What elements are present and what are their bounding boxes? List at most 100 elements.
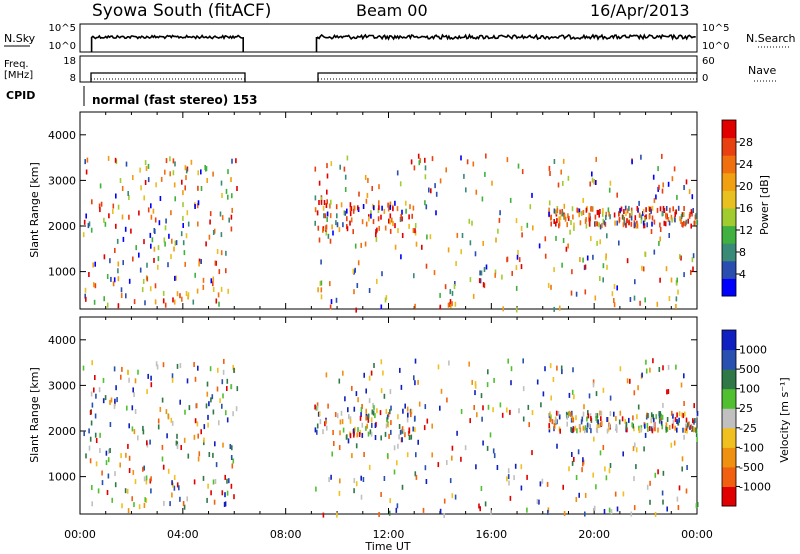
power-point — [401, 209, 403, 215]
power-point — [578, 212, 580, 218]
power-point — [623, 209, 625, 214]
power-point — [591, 171, 593, 177]
power-point — [497, 228, 499, 234]
power-point — [424, 200, 426, 206]
power-point — [190, 159, 193, 165]
power-point — [419, 158, 421, 164]
velocity-point — [424, 465, 427, 471]
velocity-point — [600, 416, 602, 422]
velocity-point — [571, 415, 574, 421]
velocity-point — [396, 503, 399, 509]
power-point — [160, 176, 163, 182]
power-point — [320, 259, 322, 265]
velocity-point — [695, 432, 698, 437]
velocity-point — [149, 439, 151, 445]
power-point — [649, 206, 651, 212]
velocity-point — [651, 428, 654, 434]
velocity-point — [105, 460, 108, 466]
power-point — [638, 212, 641, 218]
velocity-point — [212, 409, 215, 415]
velocity-point — [388, 433, 390, 439]
velocity-point — [341, 419, 344, 425]
power-point — [616, 285, 618, 291]
velocity-point — [518, 408, 520, 414]
power-point — [317, 225, 320, 231]
power-point — [573, 222, 575, 228]
power-point — [410, 159, 413, 165]
power-point — [176, 291, 179, 297]
power-point — [532, 225, 534, 231]
power-colorbar-tick-label: 8 — [739, 246, 746, 259]
velocity-point — [143, 476, 146, 482]
velocity-point — [596, 413, 599, 419]
power-point — [692, 208, 694, 213]
power-point — [556, 218, 558, 224]
power-point — [399, 181, 402, 187]
velocity-y-tick-label: 3000 — [48, 379, 76, 392]
velocity-point — [474, 381, 477, 387]
velocity-point — [666, 417, 669, 422]
velocity-point — [482, 405, 484, 411]
velocity-point — [509, 409, 511, 415]
power-point — [598, 212, 600, 218]
power-point — [696, 220, 699, 226]
power-point — [147, 177, 150, 183]
power-point — [413, 165, 416, 171]
power-point — [668, 220, 671, 226]
power-point — [578, 208, 581, 214]
power-point — [367, 177, 369, 183]
velocity-point — [327, 403, 329, 409]
power-point — [320, 280, 323, 286]
velocity-point — [443, 498, 446, 504]
velocity-point — [579, 424, 581, 430]
power-point — [86, 157, 89, 163]
velocity-point — [603, 509, 606, 514]
power-point — [99, 183, 102, 189]
power-point — [330, 199, 332, 205]
power-point — [634, 222, 636, 228]
power-point — [154, 217, 157, 223]
velocity-point — [332, 430, 334, 435]
velocity-point — [114, 471, 116, 477]
velocity-point — [680, 382, 683, 388]
velocity-point — [476, 412, 478, 418]
velocity-point — [125, 452, 127, 458]
power-point — [116, 238, 119, 244]
velocity-point — [211, 394, 214, 400]
power-colorbar-segment — [722, 155, 736, 174]
power-point — [601, 223, 603, 229]
power-point — [138, 210, 140, 216]
velocity-point — [215, 462, 218, 468]
velocity-point — [592, 472, 594, 478]
velocity-point — [440, 388, 443, 394]
velocity-point — [414, 358, 417, 364]
velocity-point — [449, 478, 452, 484]
power-point — [668, 233, 670, 238]
power-point — [85, 213, 87, 219]
power-point — [603, 220, 606, 226]
freq-right-tick-bottom: 0 — [702, 73, 708, 84]
velocity-point — [210, 397, 212, 403]
velocity-point — [588, 423, 591, 429]
velocity-point — [195, 403, 197, 409]
velocity-point — [616, 506, 619, 512]
power-point — [378, 225, 380, 231]
power-point — [213, 228, 216, 234]
velocity-point — [584, 492, 587, 498]
power-point — [366, 192, 369, 198]
power-point — [230, 226, 233, 232]
velocity-point — [684, 411, 686, 417]
velocity-point — [88, 428, 90, 434]
velocity-point — [371, 409, 374, 415]
power-point — [550, 284, 552, 290]
power-point — [595, 221, 597, 227]
power-point — [378, 184, 380, 190]
velocity-point — [121, 366, 123, 372]
velocity-point — [91, 360, 93, 366]
power-point — [93, 282, 95, 288]
power-point — [683, 185, 685, 190]
velocity-point — [171, 480, 173, 486]
velocity-point — [566, 414, 569, 420]
power-point — [644, 252, 647, 257]
power-point — [135, 245, 137, 251]
